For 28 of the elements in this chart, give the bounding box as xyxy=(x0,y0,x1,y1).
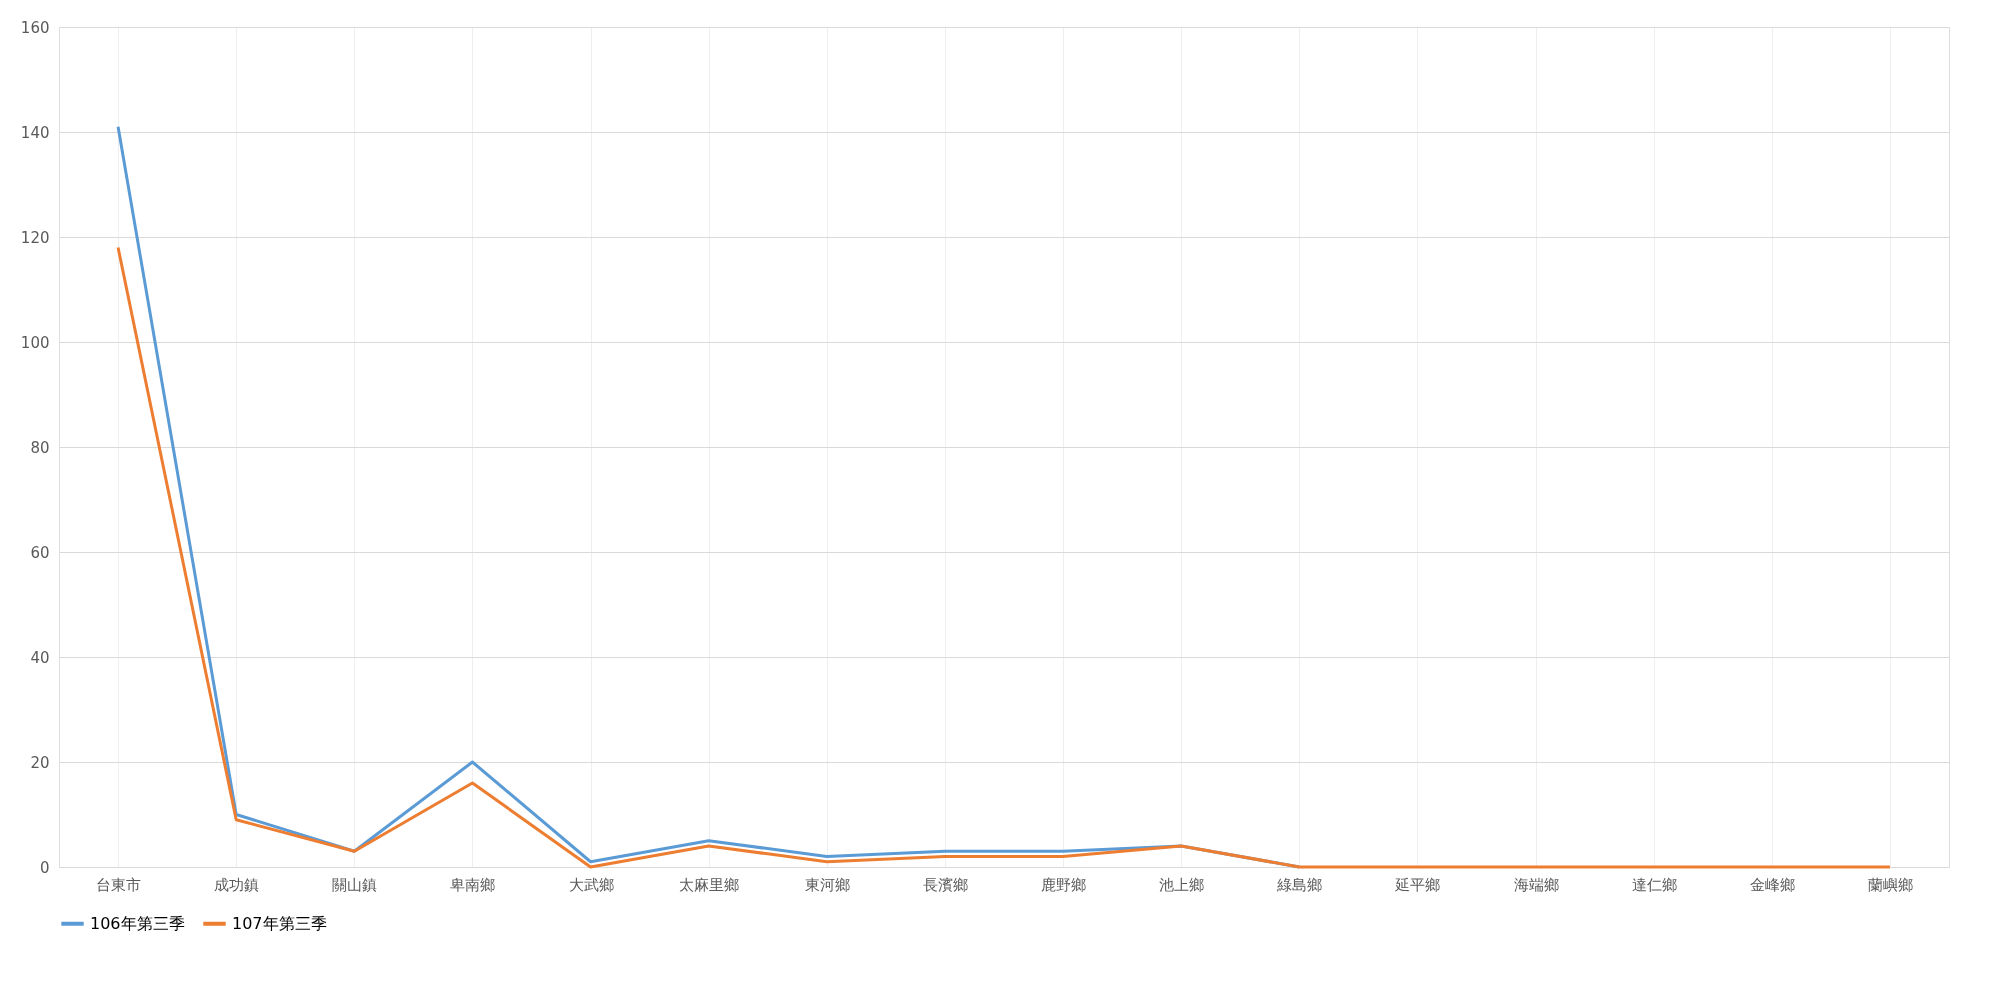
x-tick-label: 台東市 xyxy=(96,875,142,894)
line-series xyxy=(116,246,1892,869)
y-tick-label: 20 xyxy=(30,753,50,772)
x-tick-label: 關山鎮 xyxy=(332,875,378,894)
x-tick-label: 卑南鄉 xyxy=(450,875,496,894)
y-tick-label: 140 xyxy=(20,123,50,142)
y-tick-label: 100 xyxy=(20,333,50,352)
legend-label: 106年第三季 xyxy=(90,913,185,933)
x-tick-label: 長濱鄉 xyxy=(922,875,968,894)
x-tick-label: 東河鄉 xyxy=(804,875,850,894)
y-tick-label: 80 xyxy=(30,438,50,457)
legend-label: 107年第三季 xyxy=(232,913,327,933)
x-tick-label: 大武鄉 xyxy=(568,875,614,894)
y-tick-label: 60 xyxy=(30,543,50,562)
x-tick-label: 太麻里鄉 xyxy=(679,875,740,894)
y-tick-label: 120 xyxy=(20,228,50,247)
x-tick-label: 鹿野鄉 xyxy=(1041,875,1087,894)
x-tick-label: 池上鄉 xyxy=(1159,875,1205,894)
x-tick-label: 綠島鄉 xyxy=(1276,875,1323,894)
y-tick-label: 160 xyxy=(20,18,50,37)
x-tick-label: 蘭嶼鄉 xyxy=(1867,875,1913,894)
x-tick-label: 海端鄉 xyxy=(1513,875,1559,894)
y-tick-label: 40 xyxy=(30,648,50,667)
x-tick-label: 金峰鄉 xyxy=(1749,875,1795,894)
x-tick-label: 延平鄉 xyxy=(1394,875,1441,894)
x-tick-label: 達仁鄉 xyxy=(1631,875,1677,894)
x-tick-label: 成功鎮 xyxy=(214,875,260,894)
y-tick-label: 0 xyxy=(39,858,50,877)
